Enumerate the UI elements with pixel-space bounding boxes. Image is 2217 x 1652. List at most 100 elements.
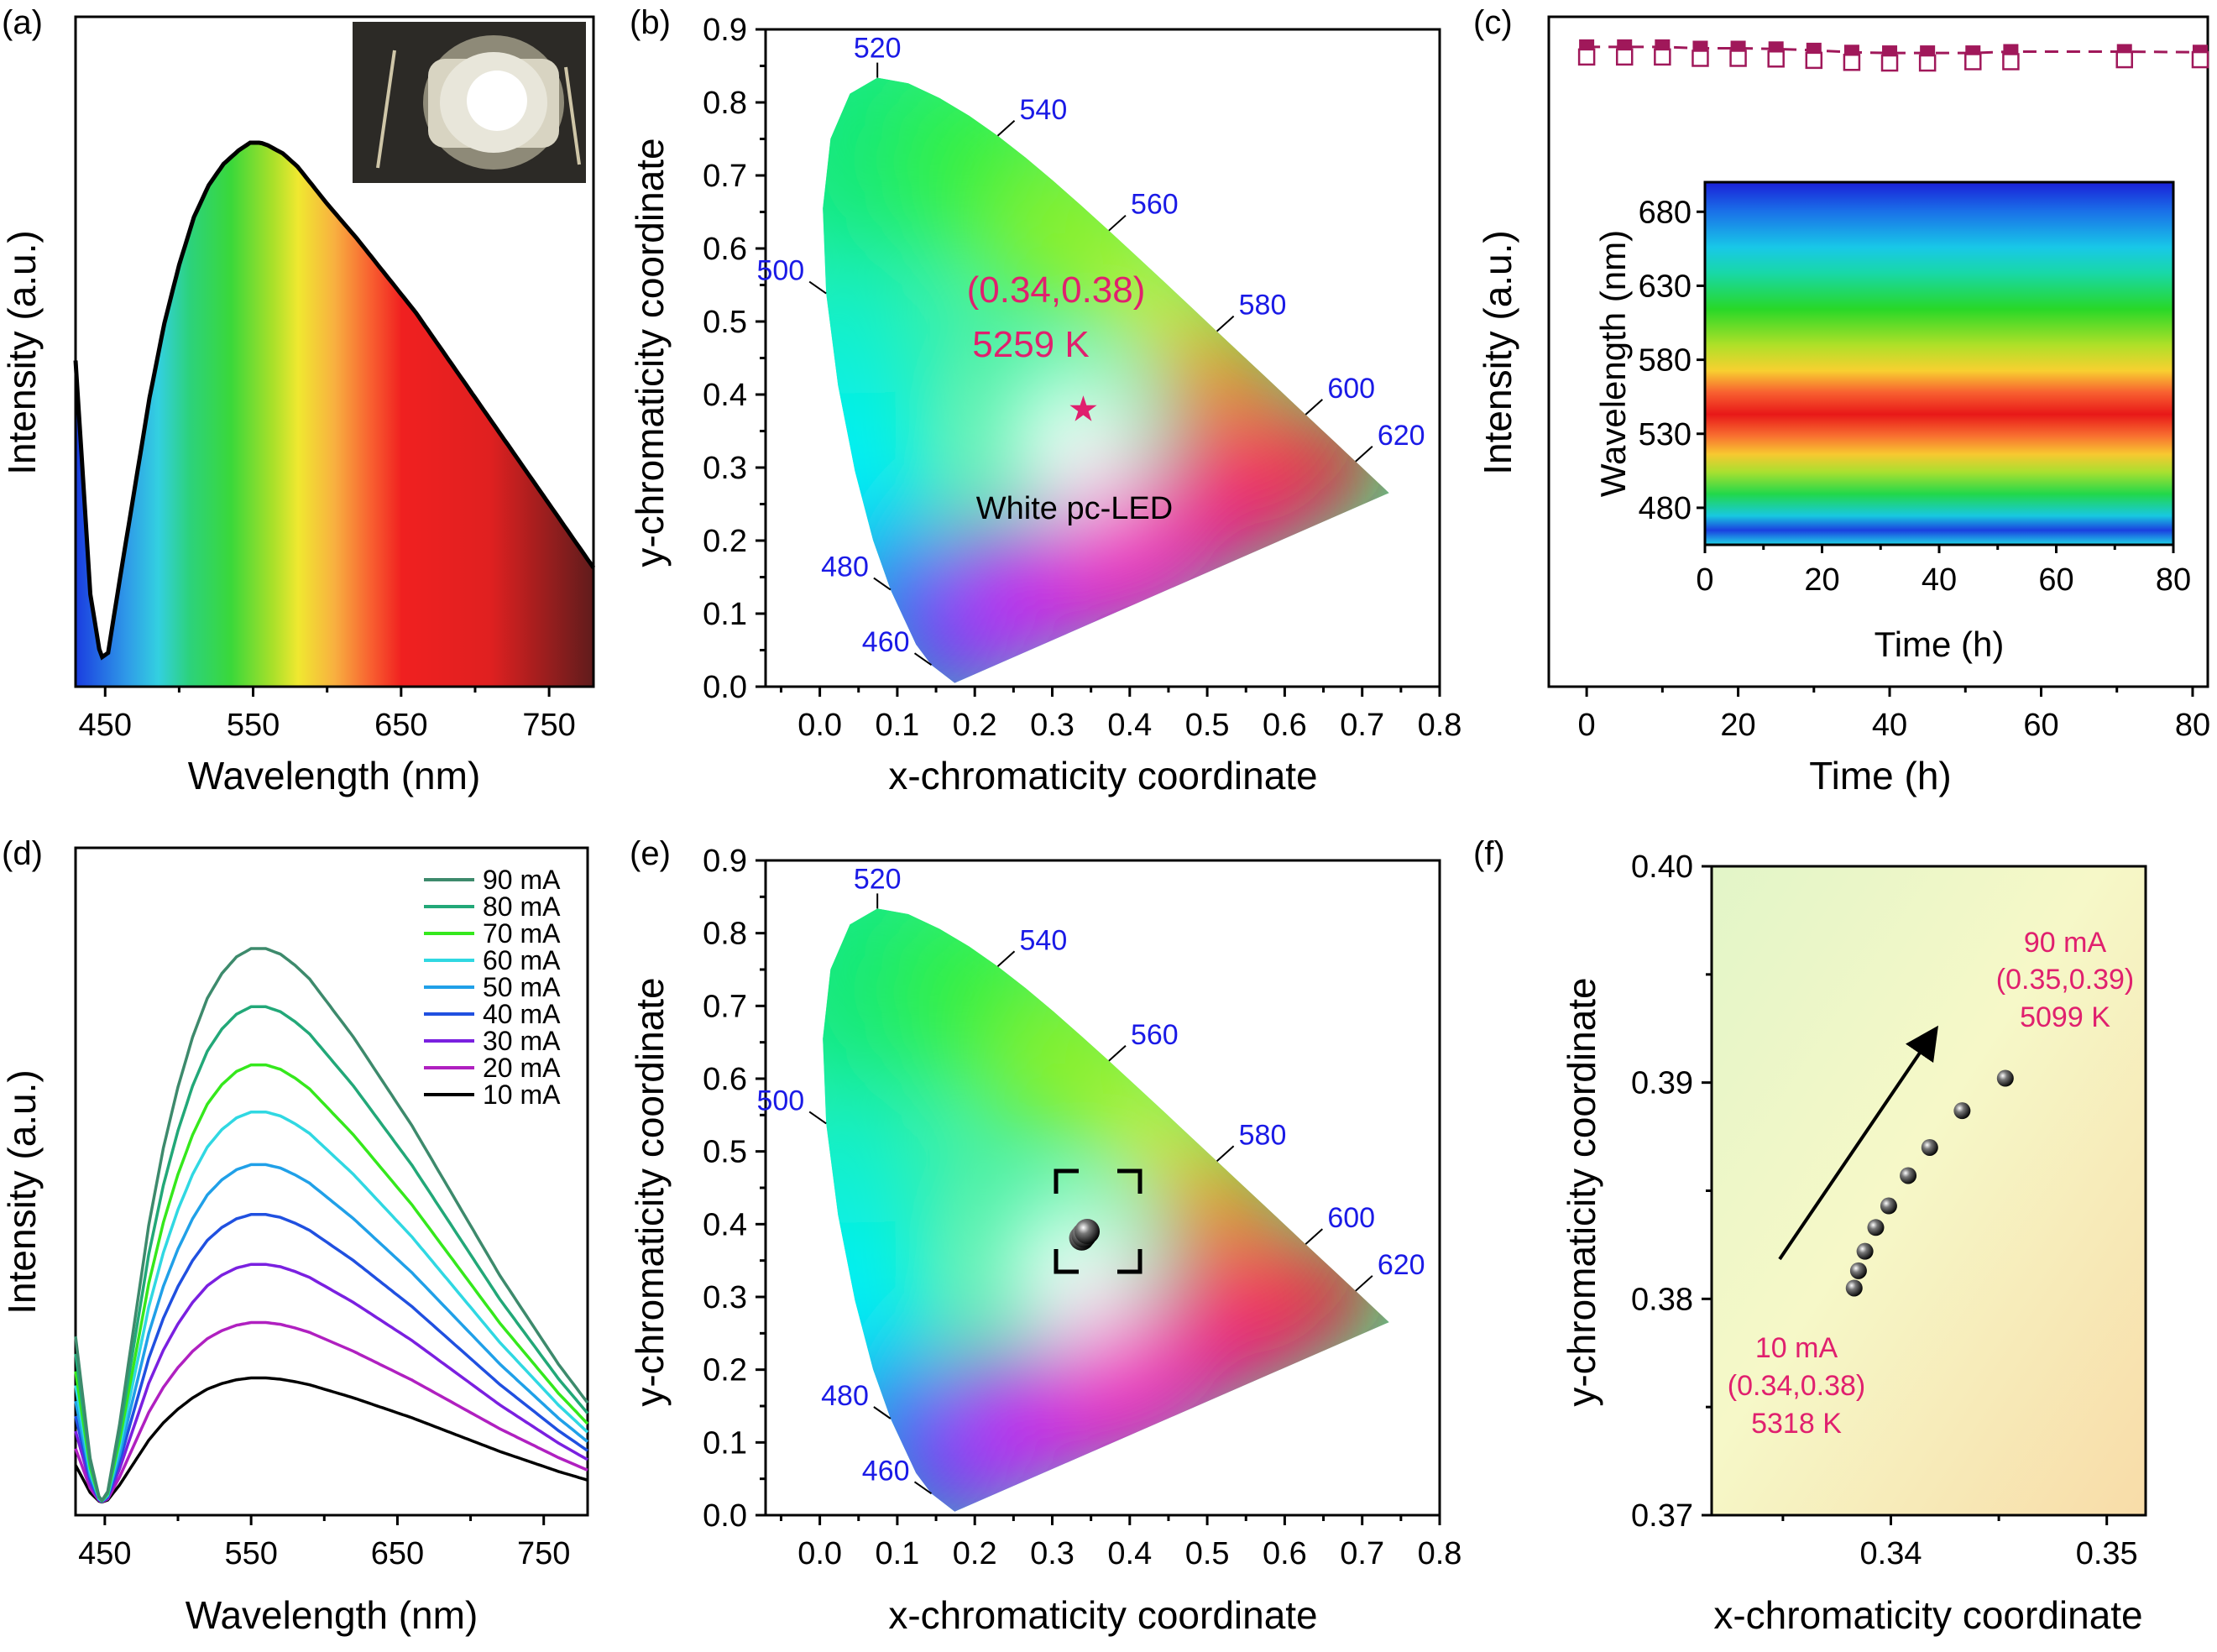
y-tick-label: 0.0: [703, 1498, 747, 1534]
legend-label: 60 mA: [483, 945, 561, 975]
panel-f-ylabel: y-chromaticity coordinate: [1560, 977, 1603, 1406]
panel-b-annot-coord: (0.34,0.38): [967, 269, 1146, 311]
y-tick-label: 0.39: [1631, 1066, 1693, 1101]
y-tick-label: 0.8: [703, 917, 747, 952]
spectrum-fill: [76, 143, 593, 687]
panel-a-x-tick-label: 550: [227, 708, 280, 743]
x-tick-label: 0.0: [797, 1536, 842, 1571]
legend-label: 50 mA: [483, 972, 561, 1002]
panel-f-start-current: 10 mA: [1755, 1332, 1838, 1364]
y-tick-label: 0.1: [703, 1425, 747, 1461]
chromaticity-point: [1856, 1242, 1874, 1260]
x-tick-label: 650: [371, 1536, 424, 1571]
open-square-marker: [2115, 50, 2133, 69]
locus-tick: [1355, 1275, 1373, 1292]
legend-label: 10 mA: [483, 1080, 561, 1110]
cie-diagram: [823, 77, 1389, 683]
cie-color-blob: [1006, 406, 1099, 499]
panel-f-points: [1845, 1069, 2014, 1297]
locus-wavelength-label: 520: [854, 33, 902, 65]
cie-color-blob: [1277, 1235, 1386, 1344]
locus-wavelength-label: 540: [1020, 924, 1068, 956]
inset-x-tick-label: 0: [1696, 562, 1713, 598]
panel-e-xlabel: x-chromaticity coordinate: [888, 1593, 1317, 1637]
x-tick-label: 0: [1578, 708, 1596, 743]
open-square-marker: [1843, 54, 1861, 71]
y-tick-label: 0.7: [703, 159, 747, 194]
open-square-marker: [1767, 50, 1785, 68]
locus-tick: [1108, 1045, 1127, 1062]
x-tick-label: 0.6: [1263, 1536, 1307, 1571]
panel-a-frame: [74, 15, 595, 688]
locus-tick: [1216, 1145, 1235, 1163]
spectrum-series-40-mA: [74, 1213, 588, 1503]
cie-colors: [823, 908, 1389, 1512]
panel-e-axes: 0.0 0.1 0.2 0.3 0.4 0.5 0.6 0.7 0.8 0.0 0.1 0.2 0.3 0…: [703, 844, 1461, 1571]
panel-b-star-marker: ★: [1068, 389, 1100, 428]
locus-wavelength-label: 500: [756, 1085, 804, 1116]
heatmap-inset: [1703, 180, 2175, 546]
inset-y-tick-label: 480: [1639, 491, 1692, 526]
locus-tick: [1108, 214, 1127, 232]
x-tick-label: 550: [224, 1536, 277, 1571]
y-tick-label: 0.3: [703, 1280, 747, 1315]
x-tick-label: 0.1: [875, 1536, 919, 1571]
open-square-marker: [1805, 51, 1823, 70]
x-tick-label: 60: [2023, 708, 2058, 743]
cie-diagram-e: [823, 908, 1389, 1512]
x-tick-label: 0.7: [1340, 1536, 1384, 1571]
inset-x-tick-label: 20: [1804, 562, 1839, 598]
locus-wavelength-label: 580: [1239, 1119, 1287, 1151]
panel-label-c: (c): [1473, 4, 1513, 41]
panel-c-series: [1577, 39, 2209, 72]
spectrum-series-70-mA: [74, 1063, 589, 1503]
panel-a-x-tick-label: 750: [522, 708, 575, 743]
panel-a-x-tick-label: 450: [79, 708, 132, 743]
panel-e-points: [1069, 1219, 1101, 1251]
chromaticity-point: [1849, 1262, 1867, 1279]
spectrum-series-10-mA: [74, 1376, 588, 1504]
y-tick-label: 0.0: [703, 670, 747, 705]
panel-c-frame: [1547, 15, 2209, 688]
x-tick-label: 0.2: [953, 708, 997, 743]
panel-d-xlabel: Wavelength (nm): [186, 1593, 478, 1637]
x-tick-label: 80: [2175, 708, 2210, 743]
cie-blobs: [823, 77, 1386, 683]
locus-wavelength-label: 520: [854, 863, 902, 895]
legend-label: 80 mA: [483, 891, 561, 922]
locus-tick: [996, 950, 1016, 968]
panel-e-ylabel: y-chromaticity coordinate: [628, 977, 672, 1406]
locus-tick: [913, 652, 933, 666]
locus-tick: [1355, 446, 1373, 463]
x-tick-label: 0.5: [1185, 708, 1230, 743]
panel-a-x-tick-label: 650: [374, 708, 427, 743]
locus-tick: [996, 120, 1016, 137]
y-tick-label: 0.4: [703, 378, 747, 413]
y-tick-label: 0.8: [703, 86, 747, 121]
legend-label: 30 mA: [483, 1026, 561, 1056]
panel-f-end-cct: 5099 K: [2020, 1001, 2110, 1033]
x-tick-label: 0.35: [2076, 1536, 2138, 1571]
chromaticity-point: [1845, 1279, 1863, 1297]
y-tick-label: 0.3: [703, 451, 747, 486]
x-tick-label: 0.8: [1418, 1536, 1462, 1571]
locus-wavelength-label: 480: [821, 552, 869, 583]
panel-c-chart: 0 20 40 60 80 0 20 40 60 80 480 530 580 630 680 Time (…: [1476, 15, 2210, 797]
panel-b-annot-led: White pc-LED: [976, 491, 1173, 526]
panel-a-xlabel: Wavelength (nm): [188, 754, 481, 797]
x-tick-label: 750: [517, 1536, 570, 1571]
x-tick-label: 0.3: [1030, 708, 1075, 743]
inset-x-tick-label: 60: [2038, 562, 2073, 598]
panel-label-f: (f): [1473, 835, 1505, 872]
panel-d-ylabel: Intensity (a.u.): [0, 1069, 44, 1314]
trend-arrow: [1778, 1025, 1938, 1261]
cie-color-blob: [1006, 1236, 1099, 1330]
open-square-marker: [1918, 54, 1937, 72]
open-square-marker: [1615, 48, 1634, 66]
chromaticity-point: [1996, 1069, 2014, 1087]
legend-label: 40 mA: [483, 999, 561, 1029]
spectrum-series-80-mA: [74, 1005, 589, 1503]
inset-y-tick-label: 630: [1639, 269, 1692, 304]
